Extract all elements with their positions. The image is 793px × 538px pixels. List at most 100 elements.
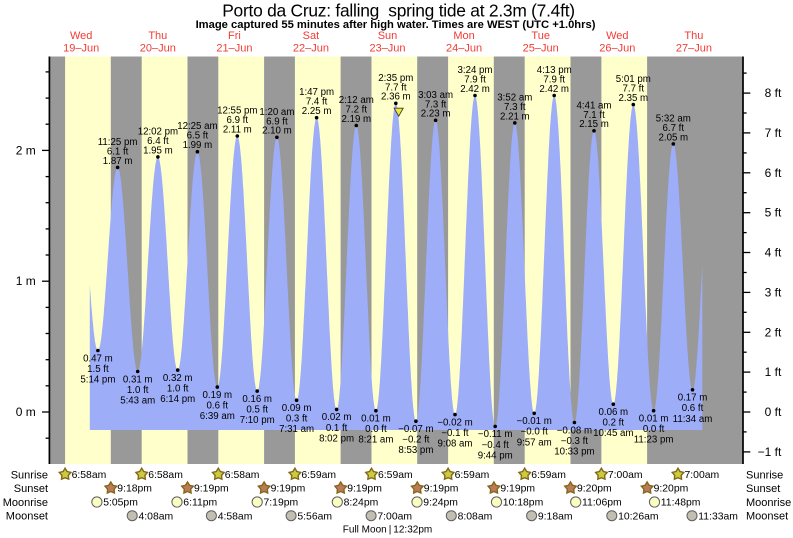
svg-text:11:33am: 11:33am xyxy=(698,511,738,522)
svg-text:4 ft: 4 ft xyxy=(765,246,782,260)
svg-text:11:06pm: 11:06pm xyxy=(582,498,622,509)
svg-text:0.6 ft: 0.6 ft xyxy=(207,401,229,412)
svg-text:Porto da Cruz: falling spring: Porto da Cruz: falling spring tide at 2.… xyxy=(222,1,575,21)
svg-text:7:00am: 7:00am xyxy=(377,511,412,522)
svg-text:6.9 ft: 6.9 ft xyxy=(266,116,288,127)
svg-text:7:19pm: 7:19pm xyxy=(264,498,299,509)
svg-text:9:44 pm: 9:44 pm xyxy=(478,450,513,461)
svg-text:1:20 am: 1:20 am xyxy=(259,107,294,118)
svg-text:0.02 m: 0.02 m xyxy=(322,412,352,423)
svg-text:2:12 am: 2:12 am xyxy=(339,95,374,106)
svg-text:6.5 ft: 6.5 ft xyxy=(187,131,209,142)
svg-text:Wed: Wed xyxy=(70,30,92,42)
svg-text:7:31 am: 7:31 am xyxy=(279,424,314,435)
svg-text:9:19pm: 9:19pm xyxy=(424,484,459,495)
svg-text:4:13 pm: 4:13 pm xyxy=(537,65,572,76)
svg-text:2 ft: 2 ft xyxy=(765,325,782,339)
svg-text:0.47 m: 0.47 m xyxy=(83,353,113,364)
svg-text:Fri: Fri xyxy=(228,30,241,42)
svg-text:0.1 ft: 0.1 ft xyxy=(326,423,348,434)
svg-text:1.95 m: 1.95 m xyxy=(143,145,173,156)
svg-text:Thu: Thu xyxy=(148,30,167,42)
svg-text:2.10 m: 2.10 m xyxy=(262,126,292,137)
svg-text:7.7 ft: 7.7 ft xyxy=(623,84,645,95)
svg-text:−0.07 m: −0.07 m xyxy=(398,424,433,435)
svg-text:7:00am: 7:00am xyxy=(608,470,643,481)
svg-text:1 ft: 1 ft xyxy=(765,365,782,379)
svg-text:2.25 m: 2.25 m xyxy=(302,106,332,117)
svg-text:9:20pm: 9:20pm xyxy=(654,484,689,495)
svg-text:6:14 pm: 6:14 pm xyxy=(160,394,195,405)
svg-text:6 ft: 6 ft xyxy=(765,166,782,180)
svg-text:Sunrise: Sunrise xyxy=(746,469,783,481)
svg-text:10:45 am: 10:45 am xyxy=(593,428,633,439)
svg-text:5:32 am: 5:32 am xyxy=(656,113,691,124)
svg-text:6.9 ft: 6.9 ft xyxy=(227,115,249,126)
svg-text:12:55 pm: 12:55 pm xyxy=(217,106,257,117)
svg-text:2.19 m: 2.19 m xyxy=(341,114,371,125)
svg-text:7.3 ft: 7.3 ft xyxy=(504,102,526,113)
svg-text:0.31 m: 0.31 m xyxy=(123,374,153,385)
svg-text:4:08am: 4:08am xyxy=(139,511,174,522)
svg-text:6:59am: 6:59am xyxy=(378,470,413,481)
svg-text:2.15 m: 2.15 m xyxy=(579,119,609,130)
svg-text:Wed: Wed xyxy=(606,30,628,42)
svg-text:0.6 ft: 0.6 ft xyxy=(682,403,704,414)
svg-text:2:35 pm: 2:35 pm xyxy=(378,73,413,84)
svg-text:Mon: Mon xyxy=(453,30,474,42)
svg-text:0.09 m: 0.09 m xyxy=(282,403,312,414)
svg-text:−0.02 m: −0.02 m xyxy=(437,417,472,428)
svg-text:2.36 m: 2.36 m xyxy=(381,92,411,103)
svg-text:Sunset: Sunset xyxy=(746,483,780,495)
svg-text:0.2 ft: 0.2 ft xyxy=(603,418,625,429)
svg-text:0.0 ft: 0.0 ft xyxy=(365,424,387,435)
svg-text:7.9 ft: 7.9 ft xyxy=(543,75,565,86)
svg-text:24–Jun: 24–Jun xyxy=(446,43,482,55)
svg-text:9:57 am: 9:57 am xyxy=(517,437,552,448)
svg-text:5 ft: 5 ft xyxy=(765,206,782,220)
svg-text:10:26am: 10:26am xyxy=(618,511,658,522)
svg-text:9:24pm: 9:24pm xyxy=(423,498,458,509)
svg-text:6:11pm: 6:11pm xyxy=(183,498,217,509)
svg-text:8 ft: 8 ft xyxy=(765,86,782,100)
svg-text:12:02 pm: 12:02 pm xyxy=(138,126,178,137)
svg-text:4:41 am: 4:41 am xyxy=(576,100,611,111)
svg-text:5:56am: 5:56am xyxy=(297,511,332,522)
svg-text:−0.0 ft: −0.0 ft xyxy=(521,427,549,438)
svg-text:−0.2 ft: −0.2 ft xyxy=(402,435,430,446)
svg-text:−0.4 ft: −0.4 ft xyxy=(482,440,510,451)
svg-text:3:24 pm: 3:24 pm xyxy=(457,65,492,76)
svg-text:7 ft: 7 ft xyxy=(765,126,782,140)
svg-text:7.9 ft: 7.9 ft xyxy=(464,75,486,86)
svg-text:7.3 ft: 7.3 ft xyxy=(425,99,447,110)
svg-text:5:05pm: 5:05pm xyxy=(103,498,138,509)
svg-text:−0.11 m: −0.11 m xyxy=(478,429,513,440)
svg-text:2 m: 2 m xyxy=(16,143,36,157)
svg-text:8:24pm: 8:24pm xyxy=(344,498,379,509)
svg-text:10:18pm: 10:18pm xyxy=(503,498,543,509)
svg-text:0.16 m: 0.16 m xyxy=(242,394,272,405)
svg-text:6:59am: 6:59am xyxy=(301,470,336,481)
svg-text:2.05 m: 2.05 m xyxy=(658,132,688,143)
svg-text:6.7 ft: 6.7 ft xyxy=(663,123,685,134)
svg-text:2.23 m: 2.23 m xyxy=(421,109,451,120)
svg-text:−0.01 m: −0.01 m xyxy=(517,416,552,427)
svg-text:0.32 m: 0.32 m xyxy=(163,373,193,384)
svg-text:1.0 ft: 1.0 ft xyxy=(167,384,189,395)
svg-text:11:48pm: 11:48pm xyxy=(661,498,701,509)
svg-text:0 m: 0 m xyxy=(16,405,36,419)
svg-text:8:53 pm: 8:53 pm xyxy=(398,445,433,456)
svg-text:3:03 am: 3:03 am xyxy=(418,90,453,101)
svg-text:−0.1 ft: −0.1 ft xyxy=(441,428,469,439)
svg-text:Moonrise: Moonrise xyxy=(3,497,48,509)
svg-text:19–Jun: 19–Jun xyxy=(63,43,99,55)
svg-text:1.99 m: 1.99 m xyxy=(183,140,213,151)
svg-text:7.1 ft: 7.1 ft xyxy=(583,110,605,121)
svg-text:22–Jun: 22–Jun xyxy=(293,43,329,55)
svg-text:2.35 m: 2.35 m xyxy=(618,93,648,104)
svg-text:1.0 ft: 1.0 ft xyxy=(127,385,149,396)
svg-text:0.19 m: 0.19 m xyxy=(202,390,232,401)
svg-text:9:18pm: 9:18pm xyxy=(117,484,152,495)
svg-text:23–Jun: 23–Jun xyxy=(369,43,405,55)
svg-text:9:18am: 9:18am xyxy=(538,511,573,522)
